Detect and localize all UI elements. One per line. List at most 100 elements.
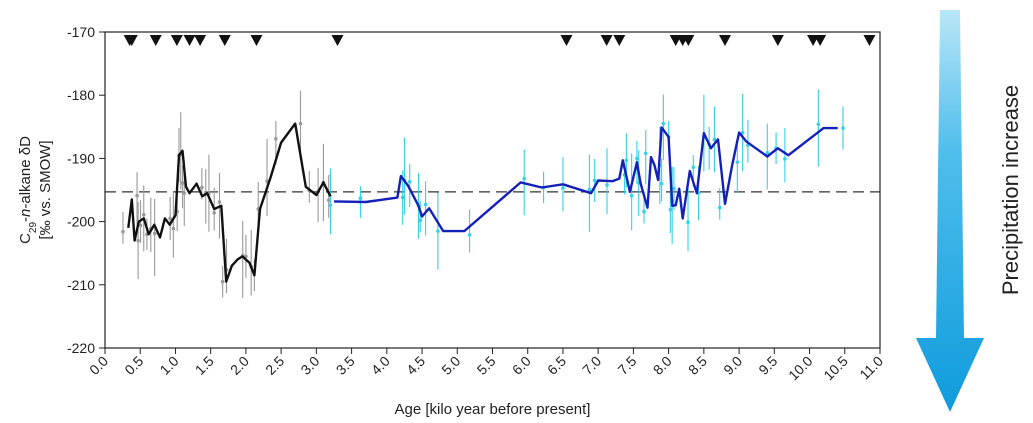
x-tick-label: 9.5 (755, 353, 780, 378)
y-tick-label: -200 (67, 214, 95, 230)
data-point (136, 238, 140, 243)
data-point (735, 160, 740, 164)
y-tick-label: -190 (67, 150, 95, 166)
data-point (816, 122, 821, 127)
y-tick-label: -180 (67, 87, 95, 103)
dating-marker-icon (125, 35, 138, 46)
x-tick-label: 10.0 (785, 353, 816, 384)
dating-marker-icon (719, 35, 731, 46)
plot-frame (104, 31, 881, 349)
data-point (326, 198, 331, 202)
data-point (400, 195, 405, 200)
dating-marker-icon (814, 35, 827, 46)
data-point (765, 150, 770, 155)
data-point (659, 181, 664, 186)
data-point (121, 229, 125, 234)
data-point (138, 223, 143, 228)
data-point (217, 200, 222, 204)
series-line-0 (127, 122, 332, 283)
data-point (668, 207, 673, 212)
data-point (212, 210, 217, 215)
x-tick-label: 11.0 (856, 353, 886, 383)
data-point (423, 202, 428, 207)
y-axis-title-line1: C29-n-alkane δD (17, 136, 39, 244)
error-bars (121, 89, 845, 299)
data-point (418, 218, 423, 223)
precipitation-arrow-icon (916, 10, 984, 412)
x-tick-label: 4.5 (403, 353, 428, 378)
y-tick-label: -220 (67, 340, 95, 356)
dating-marker-icon (682, 35, 695, 46)
data-point (182, 191, 187, 195)
data-point (691, 165, 696, 170)
series-lines (127, 122, 838, 283)
data-point (180, 181, 185, 185)
data-point (298, 121, 303, 126)
ylabel-dash: - (17, 217, 34, 222)
x-tick-label: 8.5 (685, 353, 710, 378)
data-point (712, 137, 717, 142)
data-point (467, 233, 472, 237)
dating-marker-icon (183, 35, 196, 46)
x-tick-label: 1.5 (192, 353, 217, 378)
data-point (152, 231, 157, 236)
x-tick-label: 10.5 (820, 353, 851, 384)
dating-marker-icon (331, 35, 344, 46)
y-tick-label: -210 (67, 277, 95, 293)
data-point (783, 157, 787, 161)
data-point (672, 186, 676, 191)
x-tick-label: 1.0 (156, 353, 181, 378)
data-point (661, 121, 666, 126)
data-point (624, 158, 629, 163)
data-point (740, 130, 745, 135)
series-line-1 (333, 126, 838, 233)
dating-marker-icon (218, 35, 231, 46)
data-point (171, 226, 176, 231)
ylabel-c: C (17, 233, 34, 244)
x-tick-label: 5.0 (438, 353, 463, 378)
data-point (522, 176, 527, 181)
data-point (635, 156, 639, 161)
precipitation-label: Precipitation increase (998, 85, 1023, 295)
data-point (436, 229, 440, 233)
x-tick-label: 0.0 (86, 353, 111, 378)
data-point (220, 279, 225, 284)
axis-ticks: 0.0 0.5 1.0 1.5 2.0 2.5 3.0 3.5 4.0 4.5 5.0 5.5 6.0 6… (67, 24, 886, 383)
ylabel-n: n (17, 209, 34, 217)
y-axis-title-line2: [‰ vs. SMOW] (37, 140, 54, 239)
x-axis-title: Age [kilo year before present] (395, 401, 591, 418)
x-tick-label: 0.5 (121, 353, 146, 378)
dating-marker-icon (194, 35, 207, 46)
data-point (686, 220, 690, 225)
x-tick-label: 6.0 (509, 353, 534, 378)
x-tick-label: 4.0 (368, 353, 393, 378)
x-tick-label: 9.0 (720, 353, 745, 378)
data-point (592, 178, 597, 183)
data-point (328, 203, 333, 207)
data-point (407, 179, 412, 184)
dating-marker-icon (170, 35, 183, 46)
x-tick-label: 3.0 (297, 353, 322, 378)
dating-markers (123, 35, 876, 46)
x-tick-label: 6.5 (544, 353, 569, 378)
dating-marker-icon (149, 35, 162, 46)
dating-marker-icon (771, 35, 784, 46)
ylabel-sub: 29 (28, 222, 39, 234)
dating-marker-icon (560, 35, 573, 46)
x-tick-label: 2.5 (262, 353, 287, 378)
x-tick-label: 5.5 (474, 353, 499, 378)
data-point (561, 186, 565, 190)
data-point (587, 187, 592, 192)
data-point (717, 205, 722, 210)
data-point (605, 183, 609, 187)
data-point (168, 216, 172, 221)
data-point (141, 212, 146, 217)
x-tick-label: 2.0 (227, 353, 252, 378)
data-point (358, 196, 363, 201)
x-tick-label: 7.5 (614, 353, 639, 378)
dating-marker-icon (600, 35, 613, 46)
data-point (135, 193, 139, 198)
data-point (642, 209, 646, 214)
data-point (643, 151, 648, 156)
